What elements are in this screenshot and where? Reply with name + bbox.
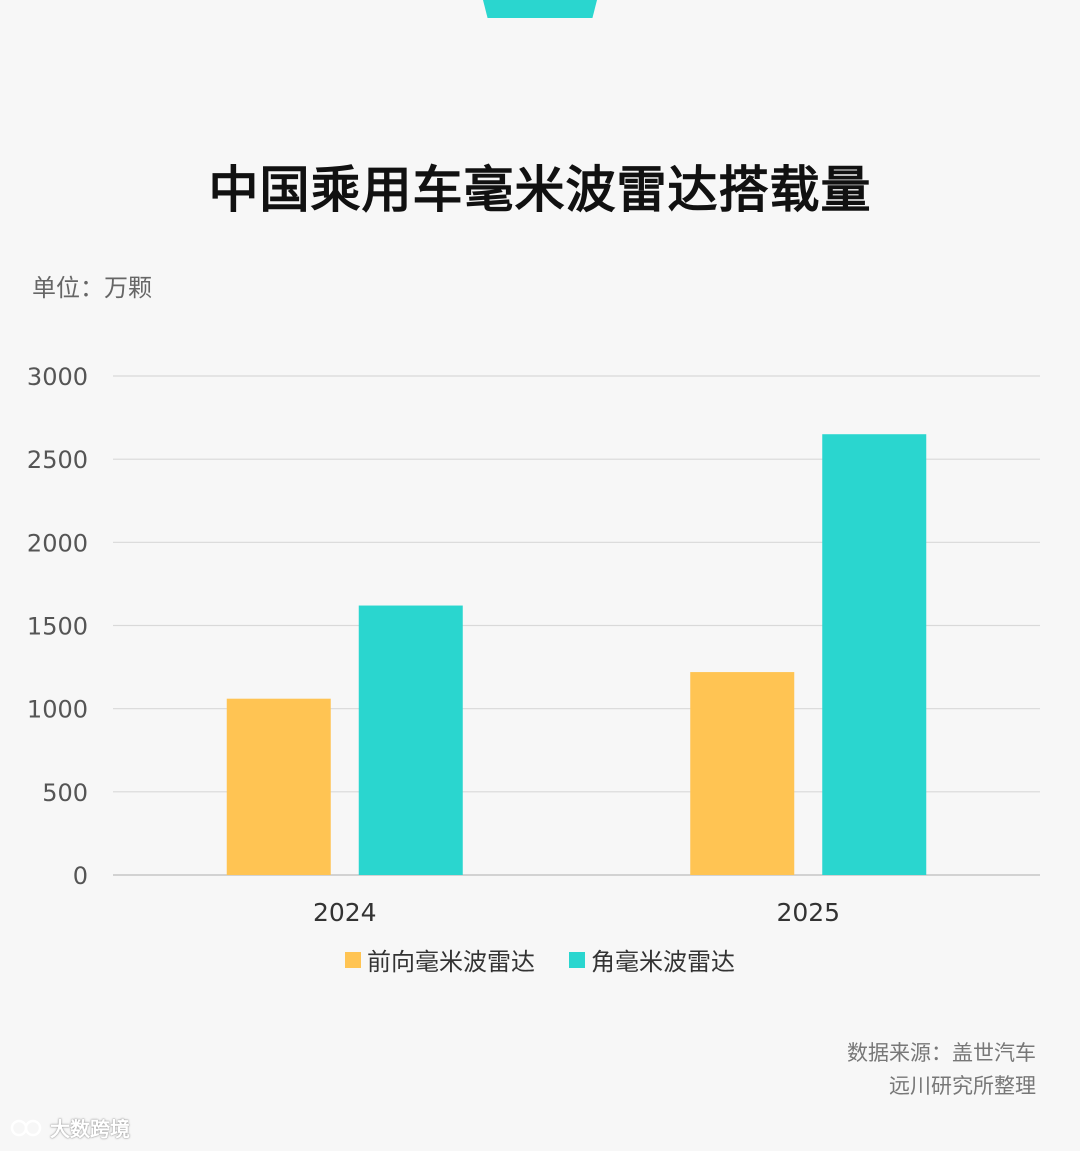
y-tick-label: 2500 <box>27 446 88 474</box>
chart-title: 中国乘用车毫米波雷达搭载量 <box>208 161 872 219</box>
source-line-2: 远川研究所整理 <box>889 1074 1036 1098</box>
watermark-text: 大数跨境 <box>50 1117 130 1141</box>
watermark-logo-icon <box>10 1119 42 1136</box>
y-tick-label: 1000 <box>27 696 88 724</box>
watermark: 大数跨境 <box>10 1113 130 1142</box>
bar-corner-radar-2025 <box>822 434 927 875</box>
y-tick-label: 1500 <box>27 613 88 641</box>
x-tick-label: 2025 <box>776 898 840 927</box>
bar-layer <box>226 434 927 875</box>
legend-label-corner-radar: 角毫米波雷达 <box>591 948 735 976</box>
data-source: 数据来源：盖世汽车 远川研究所整理 <box>847 1037 1036 1103</box>
legend-swatch-front-radar <box>345 951 361 968</box>
bar-front-radar-2024 <box>226 698 331 875</box>
legend-item-front-radar: 前向毫米波雷达 <box>345 942 535 977</box>
y-tick-label: 2000 <box>27 529 88 557</box>
bar-corner-radar-2024 <box>358 605 463 875</box>
legend-label-front-radar: 前向毫米波雷达 <box>367 948 535 976</box>
legend-item-corner-radar: 角毫米波雷达 <box>569 942 735 977</box>
legend: 前向毫米波雷达 角毫米波雷达 <box>0 942 1080 977</box>
bar-chart: 0 500 1000 1500 2000 2500 3000 2024 2025 <box>27 363 1040 927</box>
bar-front-radar-2025 <box>690 672 795 875</box>
legend-swatch-corner-radar <box>569 951 585 968</box>
unit-label: 单位：万颗 <box>32 274 152 302</box>
top-accent-tab <box>483 0 597 18</box>
axis-layer: 0 500 1000 1500 2000 2500 3000 2024 2025 <box>27 363 840 927</box>
source-line-1: 数据来源：盖世汽车 <box>847 1041 1036 1065</box>
y-tick-label: 0 <box>73 862 88 890</box>
y-tick-label: 500 <box>42 779 88 807</box>
y-tick-label: 3000 <box>27 363 88 391</box>
x-tick-label: 2024 <box>313 898 377 927</box>
